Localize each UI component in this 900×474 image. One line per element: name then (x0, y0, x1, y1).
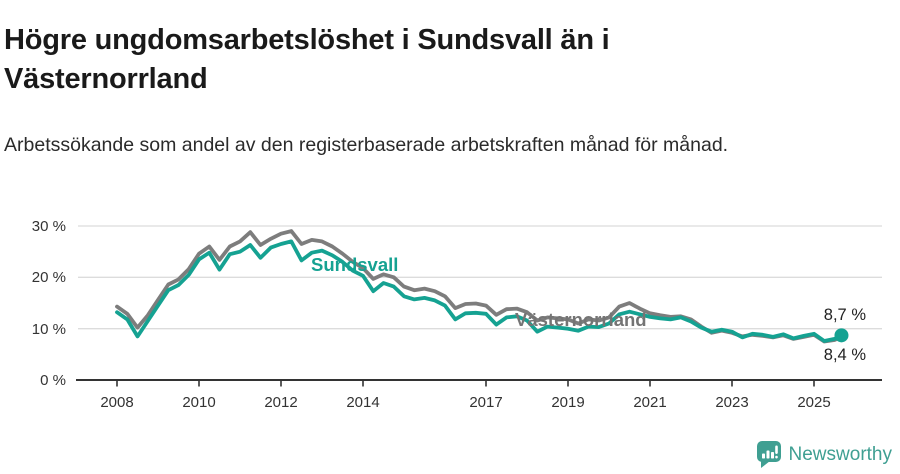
y-tick-20: 20 % (32, 269, 66, 286)
x-tick-label: 2023 (715, 394, 748, 411)
x-tick-label: 2014 (346, 394, 379, 411)
sundsvall-end-dot (834, 328, 849, 343)
x-tick-label: 2019 (551, 394, 584, 411)
chart-title: Högre ungdomsarbetslöshet i Sundsvall än… (4, 24, 610, 95)
x-tick-label: 2012 (264, 394, 297, 411)
y-axis-labels: 30 % 20 % 10 % 0 % (32, 218, 66, 389)
y-tick-30: 30 % (32, 218, 66, 235)
vasternorrland-line (115, 229, 844, 344)
gridlines (78, 225, 882, 330)
x-tick-label: 2021 (633, 394, 666, 411)
x-axis-ticks (116, 380, 815, 387)
x-tick-label: 2010 (182, 394, 215, 411)
newsworthy-logo[interactable]: Newsworthy (756, 440, 892, 469)
sundsvall-series-label: Sundsvall (311, 254, 398, 275)
sundsvall-line (115, 239, 844, 343)
x-tick-label: 2008 (100, 394, 133, 411)
x-axis-labels: 2008 2010 2012 2014 2017 2019 2021 2023 2025 (100, 394, 830, 411)
vasternorrland-end-value-label: 8,4 % (824, 346, 867, 364)
newsworthy-logo-icon (756, 441, 781, 468)
y-tick-10: 10 % (32, 321, 66, 338)
x-tick-label: 2025 (797, 394, 830, 411)
sundsvall-end-value-label: 8,7 % (824, 306, 867, 324)
x-tick-label: 2017 (469, 394, 502, 411)
newsworthy-logo-text: Newsworthy (788, 443, 892, 465)
chart-subtitle: Arbetssökande som andel av den registerb… (4, 133, 729, 156)
y-tick-0: 0 % (40, 372, 66, 389)
vasternorrland-series-label: Västernorrland (515, 309, 647, 330)
